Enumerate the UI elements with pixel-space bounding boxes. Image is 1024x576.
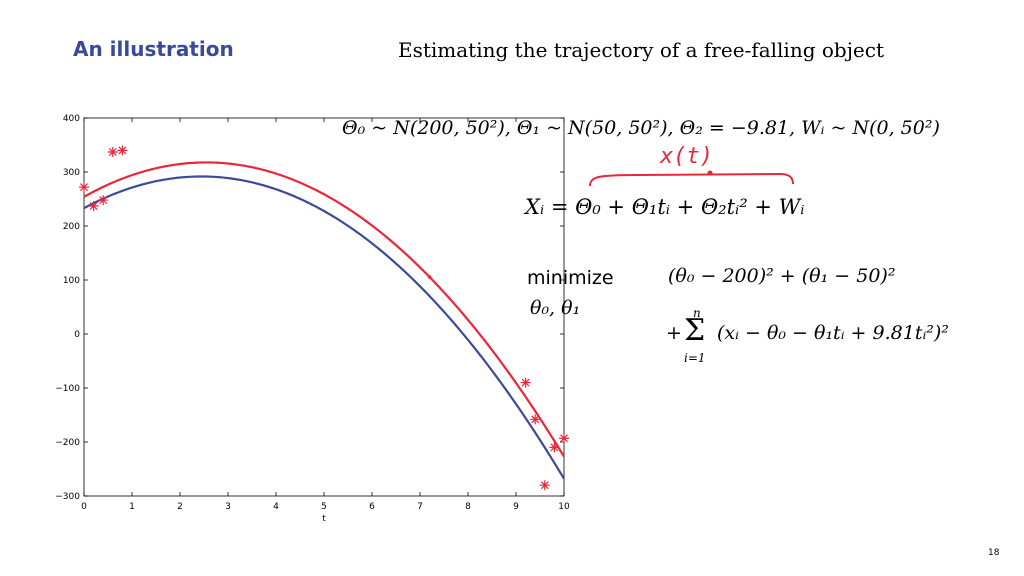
x-tick-label: 4 bbox=[273, 502, 279, 512]
data-point bbox=[98, 195, 109, 206]
data-point bbox=[549, 442, 560, 453]
y-tick-label: 400 bbox=[63, 114, 80, 124]
data-point bbox=[79, 182, 89, 193]
data-point bbox=[117, 145, 128, 156]
x-tick-label: 8 bbox=[465, 502, 471, 512]
x-tick-label: 1 bbox=[129, 502, 135, 512]
objective-line-2: (xᵢ − θ₀ − θ₁tᵢ + 9.81tᵢ²)² bbox=[717, 322, 949, 344]
handwritten-annotation: x(t) bbox=[660, 144, 713, 169]
plot-frame bbox=[83, 117, 565, 497]
x-tick-label: 10 bbox=[558, 502, 570, 512]
sum-upper-limit: n bbox=[693, 306, 701, 320]
x-tick-label: 9 bbox=[513, 502, 519, 512]
x-axis-label: t bbox=[322, 514, 326, 524]
data-point bbox=[107, 147, 118, 158]
x-tick-label: 3 bbox=[225, 502, 231, 512]
data-point bbox=[530, 414, 541, 425]
objective-line-1: (θ₀ − 200)² + (θ₁ − 50)² bbox=[668, 265, 896, 287]
y-tick-label: −200 bbox=[55, 438, 80, 448]
slide-title: An illustration bbox=[73, 37, 234, 61]
model-equation: Xᵢ = Θ₀ + Θ₁tᵢ + Θ₂tᵢ² + Wᵢ bbox=[525, 195, 805, 219]
minimize-variables: θ₀, θ₁ bbox=[530, 297, 581, 319]
data-point bbox=[559, 433, 569, 444]
x-tick-label: 5 bbox=[321, 502, 327, 512]
page-number: 18 bbox=[988, 548, 1000, 558]
data-point bbox=[88, 201, 99, 212]
y-tick-label: −100 bbox=[55, 384, 80, 394]
minimize-label: minimize bbox=[527, 267, 614, 289]
y-tick-label: 200 bbox=[63, 222, 80, 232]
sum-lower-limit: i=1 bbox=[684, 351, 706, 365]
priors-equation: Θ₀ ~ N(200, 50²), Θ₁ ~ N(50, 50²), Θ₂ = … bbox=[342, 117, 940, 139]
y-tick-label: 100 bbox=[63, 276, 80, 286]
curve-point bbox=[427, 275, 432, 279]
slide-heading: Estimating the trajectory of a free-fall… bbox=[398, 38, 884, 62]
x-tick-label: 6 bbox=[369, 502, 375, 512]
data-point bbox=[539, 480, 550, 491]
fit-curve-blue bbox=[83, 175, 565, 480]
objective-plus: + bbox=[666, 322, 682, 344]
data-point bbox=[520, 377, 531, 388]
x-tick-label: 0 bbox=[81, 502, 87, 512]
y-tick-label: −300 bbox=[55, 492, 80, 502]
sum-symbol: Σ bbox=[684, 313, 706, 348]
y-tick-label: 300 bbox=[63, 168, 80, 178]
x-tick-label: 7 bbox=[417, 502, 423, 512]
x-tick-label: 2 bbox=[177, 502, 183, 512]
y-tick-label: 0 bbox=[74, 330, 80, 340]
fit-curve-red bbox=[83, 161, 565, 458]
